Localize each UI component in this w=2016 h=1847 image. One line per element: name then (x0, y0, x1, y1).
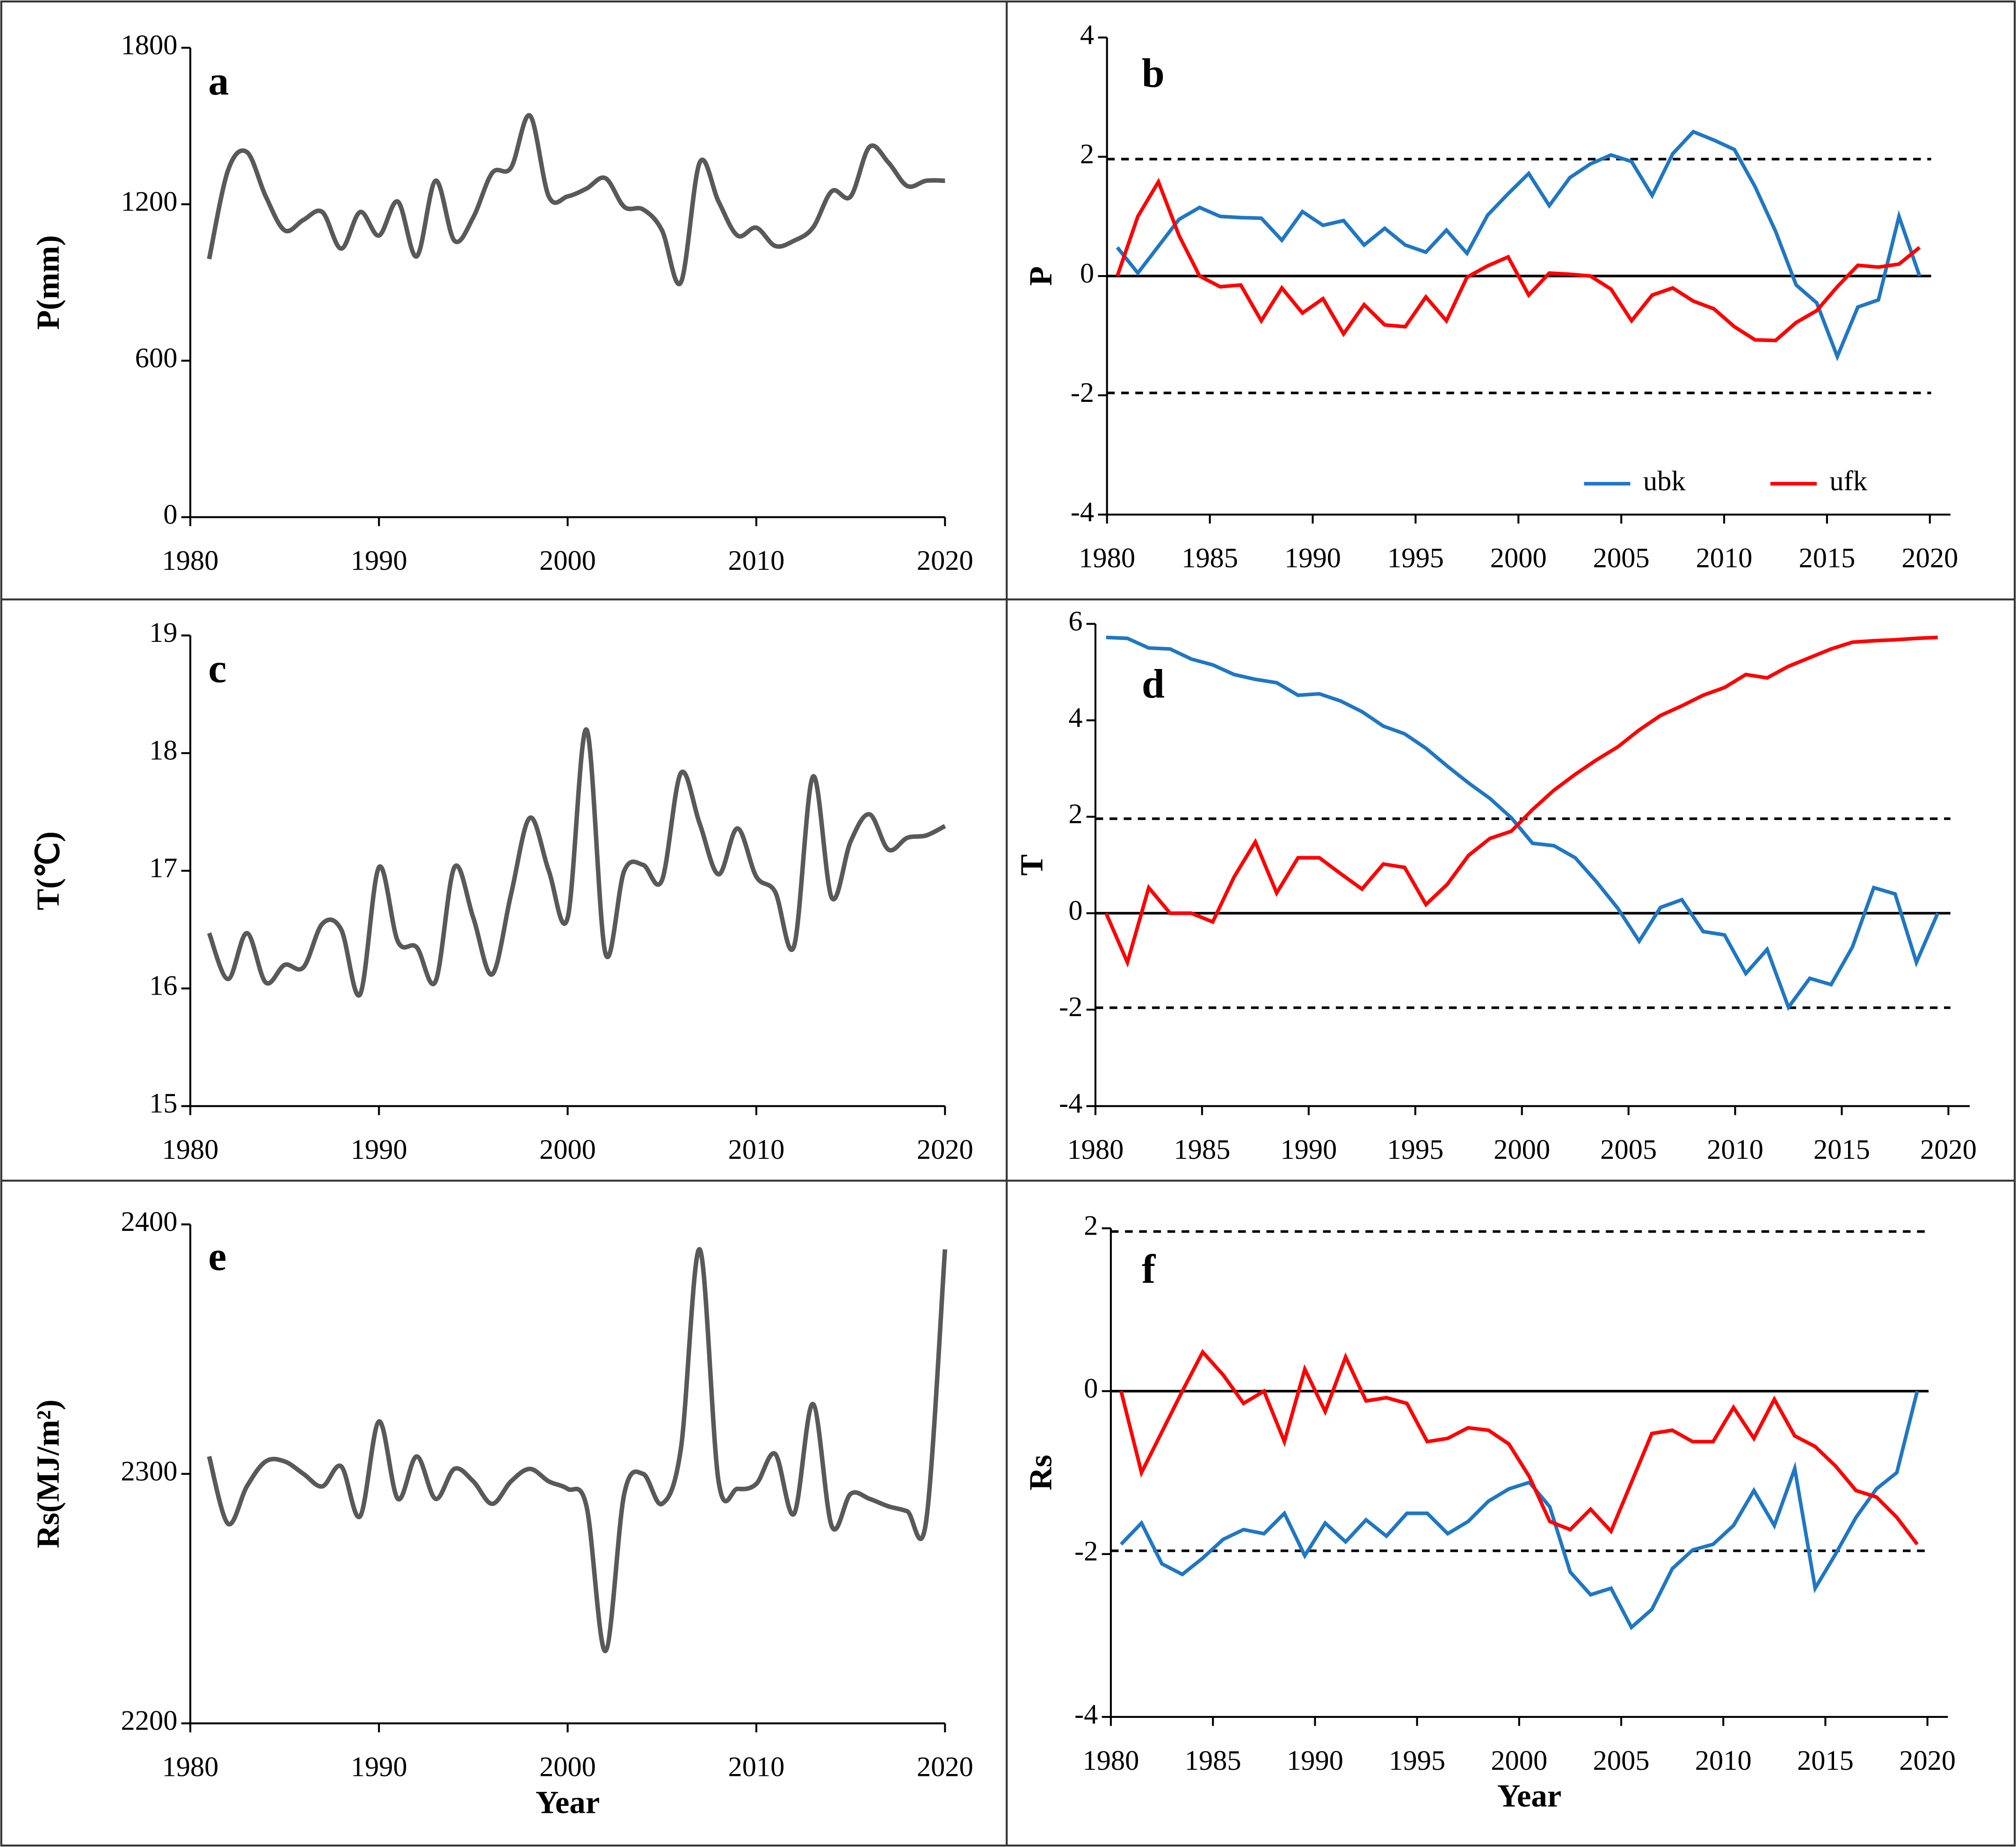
x-tick-label: 1980 (162, 1134, 218, 1165)
x-tick-label: 2020 (917, 545, 973, 576)
x-tick-label: 2010 (1707, 1134, 1763, 1165)
y-tick-label: 19 (149, 617, 177, 648)
x-tick-label: 1995 (1387, 543, 1444, 574)
x-tick-label: 1990 (351, 1752, 407, 1783)
panel-label: a (208, 58, 229, 104)
x-tick-label: 2010 (728, 1134, 784, 1165)
legend-label: ufk (1829, 465, 1867, 497)
y-tick-label: 2200 (121, 1705, 177, 1737)
y-tick-label: 18 (149, 735, 177, 766)
x-axis-title: Year (1497, 1778, 1561, 1814)
x-tick-label: 2010 (1695, 1745, 1752, 1776)
x-tick-label: 2000 (539, 1134, 596, 1165)
x-tick-label: 1980 (162, 545, 218, 576)
y-tick-label: -4 (1059, 1088, 1082, 1119)
data-line (1116, 177, 1921, 342)
x-tick-label: 2015 (1813, 1134, 1870, 1165)
panel-label: d (1142, 662, 1165, 707)
panel-label: c (208, 646, 226, 691)
x-tick-label: 1990 (1287, 1745, 1343, 1776)
x-tick-label: 1990 (1280, 1134, 1337, 1165)
x-tick-label: 1995 (1387, 1134, 1443, 1165)
x-tick-label: 2015 (1797, 1745, 1854, 1776)
y-axis-title: P (1023, 266, 1059, 286)
y-tick-label: 2 (1068, 799, 1082, 830)
x-tick-label: 2000 (539, 545, 596, 576)
data-line (1106, 635, 1940, 1011)
y-tick-label: -2 (1071, 377, 1094, 408)
data-line (1119, 1390, 1919, 1630)
y-tick-label: -4 (1074, 1699, 1098, 1730)
y-tick-label: 2400 (121, 1206, 177, 1237)
x-tick-label: 2020 (1899, 1745, 1956, 1776)
legend-label: ubk (1643, 465, 1686, 497)
y-tick-label: 15 (149, 1088, 177, 1119)
y-tick-label: 1800 (121, 29, 177, 61)
y-tick-label: 0 (1068, 895, 1082, 926)
y-tick-label: 4 (1068, 702, 1082, 734)
y-tick-label: 0 (163, 499, 177, 530)
panel-label: f (1142, 1247, 1156, 1292)
y-tick-label: 6 (1068, 605, 1082, 637)
panel-label: e (208, 1234, 226, 1279)
data-line (207, 1247, 948, 1653)
data-line (1116, 129, 1922, 362)
data-line (207, 113, 945, 286)
panel-label: b (1142, 51, 1165, 96)
y-axis-title: Rs(MJ/m²) (30, 1399, 66, 1548)
y-tick-label: -4 (1071, 496, 1094, 528)
x-tick-label: 1985 (1174, 1134, 1230, 1165)
x-tick-label: 2000 (1491, 1745, 1547, 1776)
data-line (1104, 635, 1938, 968)
data-line (207, 727, 946, 998)
y-tick-label: -2 (1059, 991, 1082, 1023)
x-tick-label: 2020 (1920, 1134, 1977, 1165)
x-tick-label: 2005 (1600, 1134, 1657, 1165)
x-tick-label: 1980 (1067, 1134, 1124, 1165)
x-tick-label: 1980 (1082, 1745, 1139, 1776)
x-tick-label: 2000 (539, 1752, 596, 1783)
x-tick-label: 2010 (1696, 543, 1753, 574)
y-tick-label: 2300 (121, 1455, 177, 1487)
x-tick-label: 2020 (917, 1134, 973, 1165)
y-tick-label: 16 (149, 970, 177, 1002)
y-tick-label: 0 (1084, 1373, 1098, 1404)
y-axis-title: T(℃) (30, 831, 66, 910)
x-tick-label: 2020 (917, 1752, 973, 1783)
y-tick-label: 1200 (121, 186, 177, 217)
y-axis-title: P(mm) (30, 235, 66, 330)
x-tick-label: 1980 (1079, 543, 1135, 574)
x-tick-label: 2005 (1593, 1745, 1650, 1776)
x-tick-label: 1990 (351, 1134, 407, 1165)
x-tick-label: 2010 (728, 1752, 784, 1783)
x-tick-label: 1985 (1185, 1745, 1241, 1776)
x-tick-label: 2000 (1494, 1134, 1550, 1165)
x-axis-title: Year (536, 1784, 600, 1820)
x-tick-label: 2020 (1901, 543, 1958, 574)
x-tick-label: 2000 (1490, 543, 1547, 574)
y-tick-label: 2 (1084, 1210, 1098, 1241)
y-tick-label: 600 (135, 342, 178, 374)
y-tick-label: 17 (149, 852, 177, 884)
x-tick-label: 1990 (351, 545, 407, 576)
x-tick-label: 1980 (162, 1752, 218, 1783)
y-tick-label: -2 (1074, 1536, 1098, 1567)
y-axis-title: Rs (1023, 1455, 1059, 1491)
x-tick-label: 2010 (728, 545, 784, 576)
x-tick-label: 2005 (1593, 543, 1650, 574)
y-tick-label: 4 (1080, 19, 1094, 51)
y-tick-label: 2 (1080, 138, 1094, 170)
x-tick-label: 1990 (1284, 543, 1341, 574)
x-tick-label: 1995 (1389, 1745, 1445, 1776)
data-line (1119, 1349, 1919, 1546)
y-tick-label: 0 (1080, 258, 1094, 289)
x-tick-label: 1985 (1182, 543, 1238, 574)
x-tick-label: 2015 (1798, 543, 1855, 574)
y-axis-title: T (1014, 854, 1049, 876)
